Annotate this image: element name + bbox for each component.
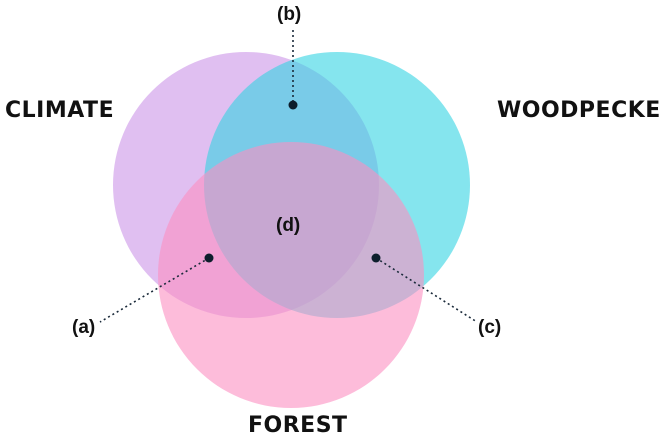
climate-label: CLIMATE <box>5 98 114 123</box>
region-dot-b <box>288 100 298 110</box>
woodpecker-label: WOODPECKER <box>497 98 662 123</box>
region-label-b: (b) <box>277 4 301 25</box>
region-label-d: (d) <box>276 215 300 236</box>
region-label-c: (c) <box>478 317 501 338</box>
forest-circle <box>158 142 424 408</box>
leader-line-a <box>99 257 210 323</box>
region-label-a: (a) <box>72 317 95 338</box>
region-dot-a <box>204 253 214 263</box>
forest-label: FOREST <box>248 413 348 437</box>
region-dot-c <box>371 253 381 263</box>
